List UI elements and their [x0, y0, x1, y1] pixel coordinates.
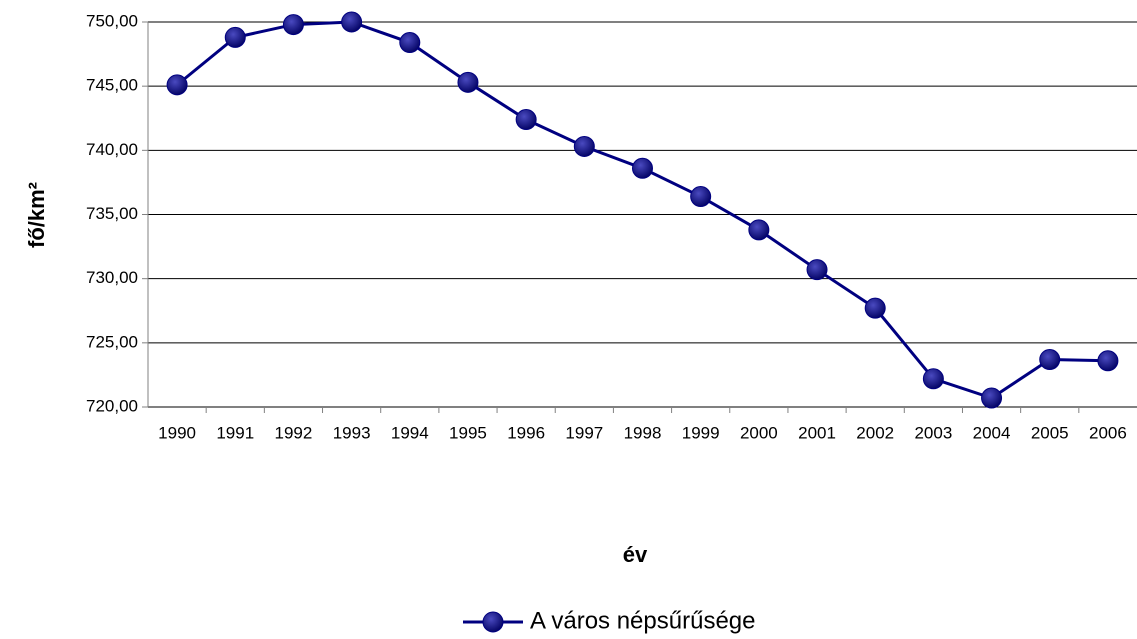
- x-tick-label: 1996: [507, 423, 545, 442]
- y-tick-label: 725,00: [86, 332, 138, 351]
- data-point: [457, 71, 479, 93]
- x-tick-label: 1995: [449, 423, 487, 442]
- legend-label: A város népsűrűsége: [530, 607, 755, 634]
- y-tick-label: 720,00: [86, 396, 138, 415]
- x-tick-label: 2006: [1089, 423, 1127, 442]
- data-point: [864, 297, 886, 319]
- legend-marker: [482, 611, 504, 633]
- y-tick-label: 745,00: [86, 76, 138, 95]
- x-tick-label: 1991: [216, 423, 254, 442]
- data-point: [224, 26, 246, 48]
- y-tick-label: 730,00: [86, 268, 138, 287]
- x-tick-label: 2003: [914, 423, 952, 442]
- x-tick-label: 1993: [333, 423, 371, 442]
- y-tick-label: 740,00: [86, 140, 138, 159]
- data-point: [399, 32, 421, 54]
- x-tick-label: 1990: [158, 423, 196, 442]
- data-point: [922, 368, 944, 390]
- x-tick-label: 2000: [740, 423, 778, 442]
- data-point: [748, 219, 770, 241]
- x-tick-label: 2002: [856, 423, 894, 442]
- data-point: [282, 14, 304, 36]
- x-tick-label: 2005: [1031, 423, 1069, 442]
- x-tick-label: 1999: [682, 423, 720, 442]
- data-point: [341, 11, 363, 33]
- x-axis-label: év: [623, 542, 648, 567]
- data-point: [690, 186, 712, 208]
- x-tick-label: 2004: [973, 423, 1011, 442]
- data-point: [981, 387, 1003, 409]
- data-point: [573, 135, 595, 157]
- x-tick-label: 1997: [565, 423, 603, 442]
- x-tick-label: 1998: [624, 423, 662, 442]
- data-point: [515, 109, 537, 131]
- series-line: [176, 20, 1108, 400]
- data-point: [806, 259, 828, 281]
- y-axis-label: fő/km²: [24, 182, 49, 248]
- y-tick-label: 735,00: [86, 204, 138, 223]
- data-point: [1039, 349, 1061, 371]
- data-point: [632, 157, 653, 179]
- x-tick-label: 1992: [275, 423, 313, 442]
- y-tick-label: 750,00: [86, 11, 138, 30]
- x-tick-label: 1994: [391, 423, 429, 442]
- data-point: [166, 74, 188, 96]
- data-point: [1097, 350, 1119, 372]
- x-tick-label: 2001: [798, 423, 836, 442]
